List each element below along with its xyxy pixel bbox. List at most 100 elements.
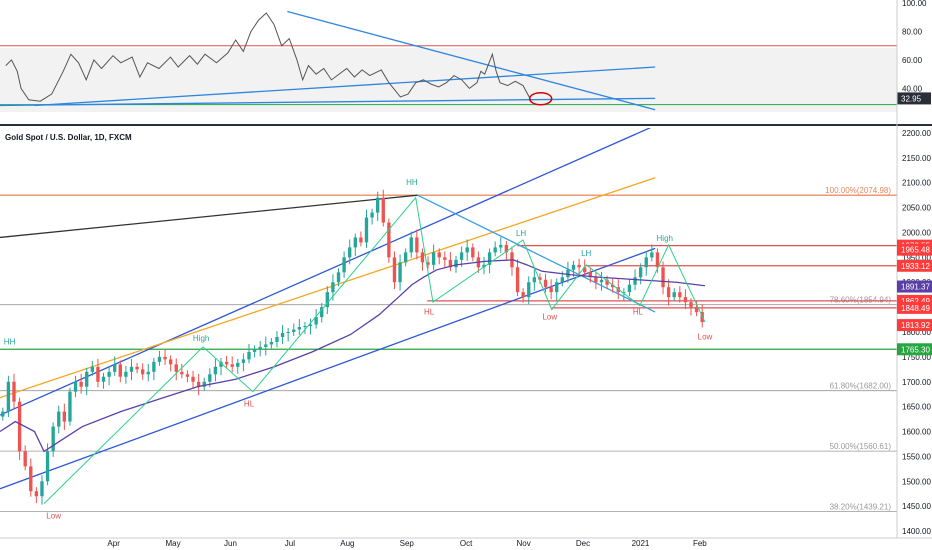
swing-label: Low xyxy=(698,332,713,341)
time-tick-label: Dec xyxy=(576,539,590,548)
swing-label: High xyxy=(657,234,673,243)
price-tick-label: 2100.00 xyxy=(902,179,931,188)
candle-body xyxy=(180,371,184,375)
price-badge-label: 1765.30 xyxy=(901,345,930,354)
candle-body xyxy=(157,356,162,362)
candle-body xyxy=(376,197,380,213)
candle-body xyxy=(638,267,643,278)
candle-body xyxy=(543,279,548,288)
candle-body xyxy=(40,481,44,497)
candle-body xyxy=(230,364,234,367)
candle-body xyxy=(73,381,78,392)
candle-body xyxy=(583,267,587,273)
candle-body xyxy=(381,197,385,223)
oscillator-current-value: 32.95 xyxy=(901,94,922,103)
oscillator-tick-label: 100.00 xyxy=(902,0,927,8)
price-badge-label: 1965.48 xyxy=(901,246,930,255)
candle-body xyxy=(493,247,497,253)
oscillator-current-value-badge: 32.95 xyxy=(897,92,931,105)
candle-body xyxy=(241,359,246,363)
candle-body xyxy=(191,376,195,382)
price-tick-label: 1650.00 xyxy=(902,403,931,412)
candle-body xyxy=(141,369,145,375)
candle-body xyxy=(208,374,212,382)
candle-body xyxy=(448,259,453,268)
price-badge xyxy=(897,301,932,314)
candle-body xyxy=(364,217,369,243)
oscillator-price-scale[interactable]: 100.00 80.00 60.00 40.00 xyxy=(902,0,927,93)
time-scale[interactable]: Apr May Jun Jul Aug Sep Oct Nov Dec 2021 Feb xyxy=(0,537,932,548)
candle-body xyxy=(499,244,503,248)
candle-body xyxy=(146,371,150,375)
time-tick-label: May xyxy=(165,539,180,548)
fibonacci-label: 50.00%(1560.61) xyxy=(830,442,892,451)
candle-body xyxy=(286,332,290,333)
candle-body xyxy=(331,282,335,293)
candle-body xyxy=(96,366,100,382)
oscillator-tick-label: 40.00 xyxy=(902,84,923,93)
candle-body xyxy=(409,237,413,253)
candle-body xyxy=(174,364,178,372)
price-tick-label: 1600.00 xyxy=(902,428,931,437)
candle-body xyxy=(644,257,648,268)
oscillator-trendline-1 xyxy=(34,66,656,107)
swing-annotations: HH Low High HL HH HL LH Low LH HL High Low xyxy=(4,178,713,520)
candle-body xyxy=(471,247,475,258)
time-tick-label: Feb xyxy=(693,539,707,548)
swing-label: High xyxy=(193,334,209,343)
candle-body xyxy=(1,411,5,417)
candle-body xyxy=(129,366,134,372)
candle-body xyxy=(487,252,492,265)
candle-body xyxy=(342,257,346,273)
candle-body xyxy=(527,282,531,298)
fibonacci-label: 38.20%(1439.21) xyxy=(830,503,892,512)
price-tick-label: 1500.00 xyxy=(902,477,931,486)
candle-body xyxy=(694,307,699,313)
price-tick-label: 2050.00 xyxy=(902,204,931,213)
candle-body xyxy=(280,332,285,337)
candle-body xyxy=(202,381,206,387)
candle-body xyxy=(348,247,352,258)
candle-body xyxy=(163,356,167,360)
trendline-0 xyxy=(0,194,418,239)
time-tick-label: Apr xyxy=(107,539,120,548)
price-tick-label: 1450.00 xyxy=(902,502,931,511)
chart-title: Gold Spot / U.S. Dollar, 1D, FXCM xyxy=(5,133,132,142)
oscillator-low-circle xyxy=(528,92,553,106)
candle-body xyxy=(661,267,665,288)
candle-body xyxy=(577,264,581,268)
price-badge xyxy=(897,259,932,272)
time-tick-label: Aug xyxy=(340,539,354,548)
time-tick-label: Sep xyxy=(400,539,415,548)
price-badge xyxy=(897,280,932,293)
candle-body xyxy=(57,411,61,427)
candle-body xyxy=(17,401,22,452)
swing-label: HL xyxy=(244,400,255,409)
candle-body xyxy=(666,287,671,298)
price-badge-label: 1813.92 xyxy=(901,321,930,330)
candle-body xyxy=(185,374,190,377)
swing-label: HH xyxy=(406,178,418,187)
swing-label: Low xyxy=(46,512,61,521)
oscillator-trendlines xyxy=(0,10,656,111)
price-badge xyxy=(897,343,932,356)
candle-body xyxy=(504,244,509,253)
candle-body xyxy=(23,451,27,467)
candle-body xyxy=(683,297,688,303)
candle-body xyxy=(633,277,637,285)
trendline-4 xyxy=(417,194,656,313)
candle-body xyxy=(124,371,128,377)
candle-body xyxy=(29,466,33,492)
candle-body xyxy=(275,336,279,342)
price-tick-label: 2200.00 xyxy=(902,129,931,138)
candle-body xyxy=(627,284,632,293)
candle-body xyxy=(107,371,111,377)
fibonacci-label: 61.80%(1682.00) xyxy=(830,382,892,391)
candle-body xyxy=(515,267,520,293)
price-badge-label: 1862.49 xyxy=(901,297,930,306)
candle-body xyxy=(426,262,430,265)
swing-label: Low xyxy=(542,313,557,322)
candle-body xyxy=(689,302,693,308)
